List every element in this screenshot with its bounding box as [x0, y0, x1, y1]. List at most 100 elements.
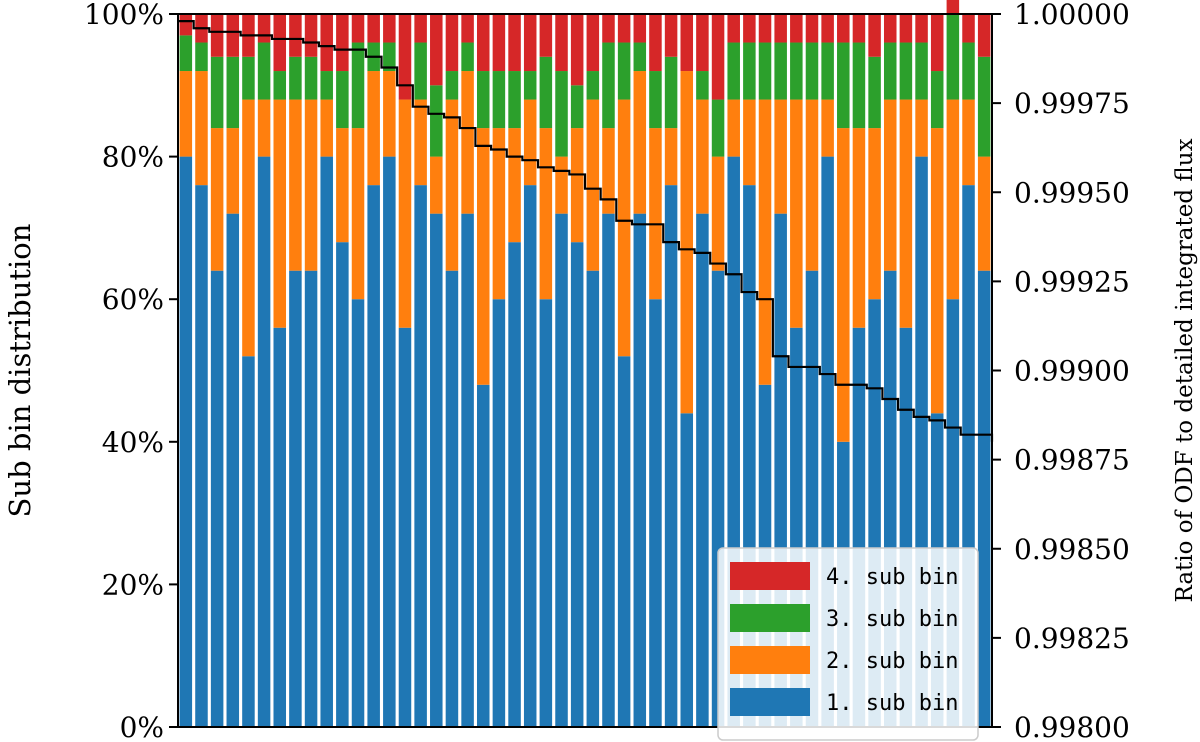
bar-segment-4-41 [821, 14, 834, 43]
bar-segment-1-13 [383, 156, 396, 728]
ratio-step-line-group [178, 20, 994, 442]
bar-segment-1-15 [414, 185, 427, 727]
bar-segment-3-27 [602, 42, 615, 129]
bar-segment-3-26 [586, 71, 600, 100]
bar-segment-2-28 [617, 99, 631, 357]
axes: 0% 20% 40% 60% 80% 100% 0.99800 0.99825 0.99850 0… [3, 0, 1198, 742]
bar-segment-2-32 [680, 71, 694, 414]
legend-swatch-3 [730, 688, 810, 716]
bar-segment-2-50 [962, 99, 975, 186]
bar-segment-1-26 [586, 270, 600, 727]
bar-segment-1-9 [320, 156, 333, 728]
bar-segment-2-51 [977, 156, 991, 271]
stacked-bars [179, 0, 991, 728]
bar-segment-4-36 [743, 14, 756, 43]
bar-segment-2-29 [633, 71, 647, 214]
bar-segment-1-14 [398, 327, 412, 727]
bar-segment-3-15 [414, 42, 427, 100]
bar-segment-3-51 [977, 56, 991, 157]
legend-label-0: 4. sub bin [826, 565, 958, 590]
bar-segment-2-11 [351, 128, 365, 300]
bar-segment-4-42 [837, 14, 850, 43]
bar-segment-2-26 [586, 99, 600, 271]
bar-segment-3-8 [304, 56, 318, 100]
bar-segment-4-33 [696, 14, 709, 72]
bar-segment-4-15 [414, 14, 427, 43]
bar-segment-4-5 [257, 14, 271, 43]
bar-segment-2-6 [273, 99, 287, 328]
bar-segment-3-41 [821, 42, 834, 100]
bar-segment-3-30 [649, 71, 662, 129]
bar-segment-1-1 [195, 185, 208, 727]
bar-segment-3-21 [508, 71, 521, 129]
bar-segment-4-3 [226, 14, 240, 57]
bar-segment-1-19 [476, 384, 490, 727]
bar-segment-1-30 [649, 299, 662, 727]
y-tick-label-4: 80% [102, 141, 164, 174]
bar-segment-4-6 [273, 14, 287, 72]
bar-segment-2-45 [883, 99, 897, 271]
bar-segment-1-28 [617, 356, 631, 727]
legend-label-3: 1. sub bin [826, 691, 958, 716]
y2-tick-label-3: 0.99875 [1014, 444, 1130, 477]
y2-tick-label-8: 1.00000 [1014, 0, 1130, 31]
bar-segment-3-2 [210, 56, 224, 129]
bar-segment-1-51 [977, 270, 991, 727]
bar-segment-3-25 [570, 85, 584, 129]
bar-segment-1-32 [680, 413, 694, 727]
bar-segment-4-21 [508, 14, 521, 72]
bar-segment-2-0 [179, 71, 193, 157]
bar-segment-2-1 [195, 71, 208, 186]
bar-segment-4-0 [179, 14, 193, 36]
bar-segment-4-9 [320, 14, 333, 72]
bar-segment-3-19 [476, 71, 490, 129]
bar-segment-2-49 [946, 99, 960, 300]
bar-segment-4-44 [868, 14, 881, 57]
y-axis-title: Sub bin distribution [3, 224, 37, 518]
bar-segment-3-18 [461, 42, 474, 72]
bar-segment-1-18 [461, 213, 474, 727]
bar-segment-2-30 [649, 128, 662, 300]
legend-swatch-0 [730, 562, 810, 590]
bar-segment-2-34 [711, 156, 725, 271]
bar-segment-4-46 [899, 14, 913, 43]
bar-segment-4-31 [664, 14, 678, 57]
bar-segment-1-6 [273, 327, 287, 727]
bar-segment-3-16 [430, 85, 443, 157]
bar-segment-2-12 [367, 71, 380, 186]
bar-segment-4-12 [367, 14, 380, 43]
bar-segment-3-22 [523, 71, 537, 100]
bar-segment-4-28 [617, 14, 631, 43]
bar-segment-1-24 [555, 213, 568, 727]
bar-segment-2-17 [445, 99, 459, 271]
y2-tick-label-7: 0.99975 [1014, 87, 1130, 120]
bar-segment-4-7 [289, 14, 302, 57]
bar-segment-4-50 [962, 14, 975, 43]
bar-segment-4-24 [555, 14, 568, 72]
bar-segment-3-39 [790, 42, 803, 100]
bar-segment-2-13 [383, 71, 396, 157]
bar-segment-1-22 [523, 185, 537, 727]
bar-segment-2-42 [837, 128, 850, 442]
bar-segment-2-8 [304, 99, 318, 271]
y2-tick-label-0: 0.99800 [1014, 711, 1130, 742]
bar-segment-3-38 [774, 42, 787, 100]
bar-segment-2-22 [523, 99, 537, 186]
bar-segment-1-5 [257, 156, 271, 728]
bar-segment-2-10 [336, 128, 349, 243]
bar-segment-2-9 [320, 99, 333, 157]
y2-tick-label-2: 0.99850 [1014, 533, 1130, 566]
bar-segment-3-42 [837, 42, 850, 129]
bar-segment-3-9 [320, 71, 333, 100]
bar-segment-1-0 [179, 156, 193, 728]
bar-segment-2-43 [852, 128, 866, 328]
bar-segment-3-5 [257, 42, 271, 100]
bar-segment-3-6 [273, 71, 287, 100]
bar-segment-4-47 [915, 14, 928, 43]
bar-segment-3-29 [633, 42, 647, 72]
bar-segment-2-15 [414, 99, 427, 186]
bar-segment-2-44 [868, 128, 881, 300]
bar-segment-4-37 [758, 14, 772, 43]
bar-segment-2-23 [539, 128, 553, 300]
